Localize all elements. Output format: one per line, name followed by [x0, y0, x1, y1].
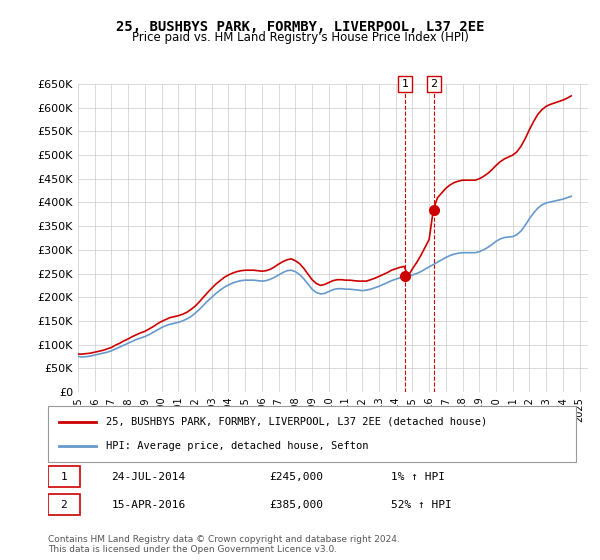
FancyBboxPatch shape	[48, 406, 576, 462]
FancyBboxPatch shape	[48, 494, 80, 515]
Text: 24-JUL-2014: 24-JUL-2014	[112, 472, 185, 482]
Text: 2: 2	[61, 500, 67, 510]
Text: 25, BUSHBYS PARK, FORMBY, LIVERPOOL, L37 2EE: 25, BUSHBYS PARK, FORMBY, LIVERPOOL, L37…	[116, 20, 484, 34]
Text: £385,000: £385,000	[270, 500, 324, 510]
Text: 1: 1	[401, 79, 409, 89]
Text: 52% ↑ HPI: 52% ↑ HPI	[391, 500, 452, 510]
Text: £245,000: £245,000	[270, 472, 324, 482]
Text: 15-APR-2016: 15-APR-2016	[112, 500, 185, 510]
Text: 1% ↑ HPI: 1% ↑ HPI	[391, 472, 445, 482]
Text: 2: 2	[430, 79, 437, 89]
Text: Contains HM Land Registry data © Crown copyright and database right 2024.
This d: Contains HM Land Registry data © Crown c…	[48, 535, 400, 554]
FancyBboxPatch shape	[48, 466, 80, 487]
Text: 25, BUSHBYS PARK, FORMBY, LIVERPOOL, L37 2EE (detached house): 25, BUSHBYS PARK, FORMBY, LIVERPOOL, L37…	[106, 417, 487, 427]
Text: HPI: Average price, detached house, Sefton: HPI: Average price, detached house, Seft…	[106, 441, 368, 451]
Text: 1: 1	[61, 472, 67, 482]
Text: Price paid vs. HM Land Registry's House Price Index (HPI): Price paid vs. HM Land Registry's House …	[131, 31, 469, 44]
